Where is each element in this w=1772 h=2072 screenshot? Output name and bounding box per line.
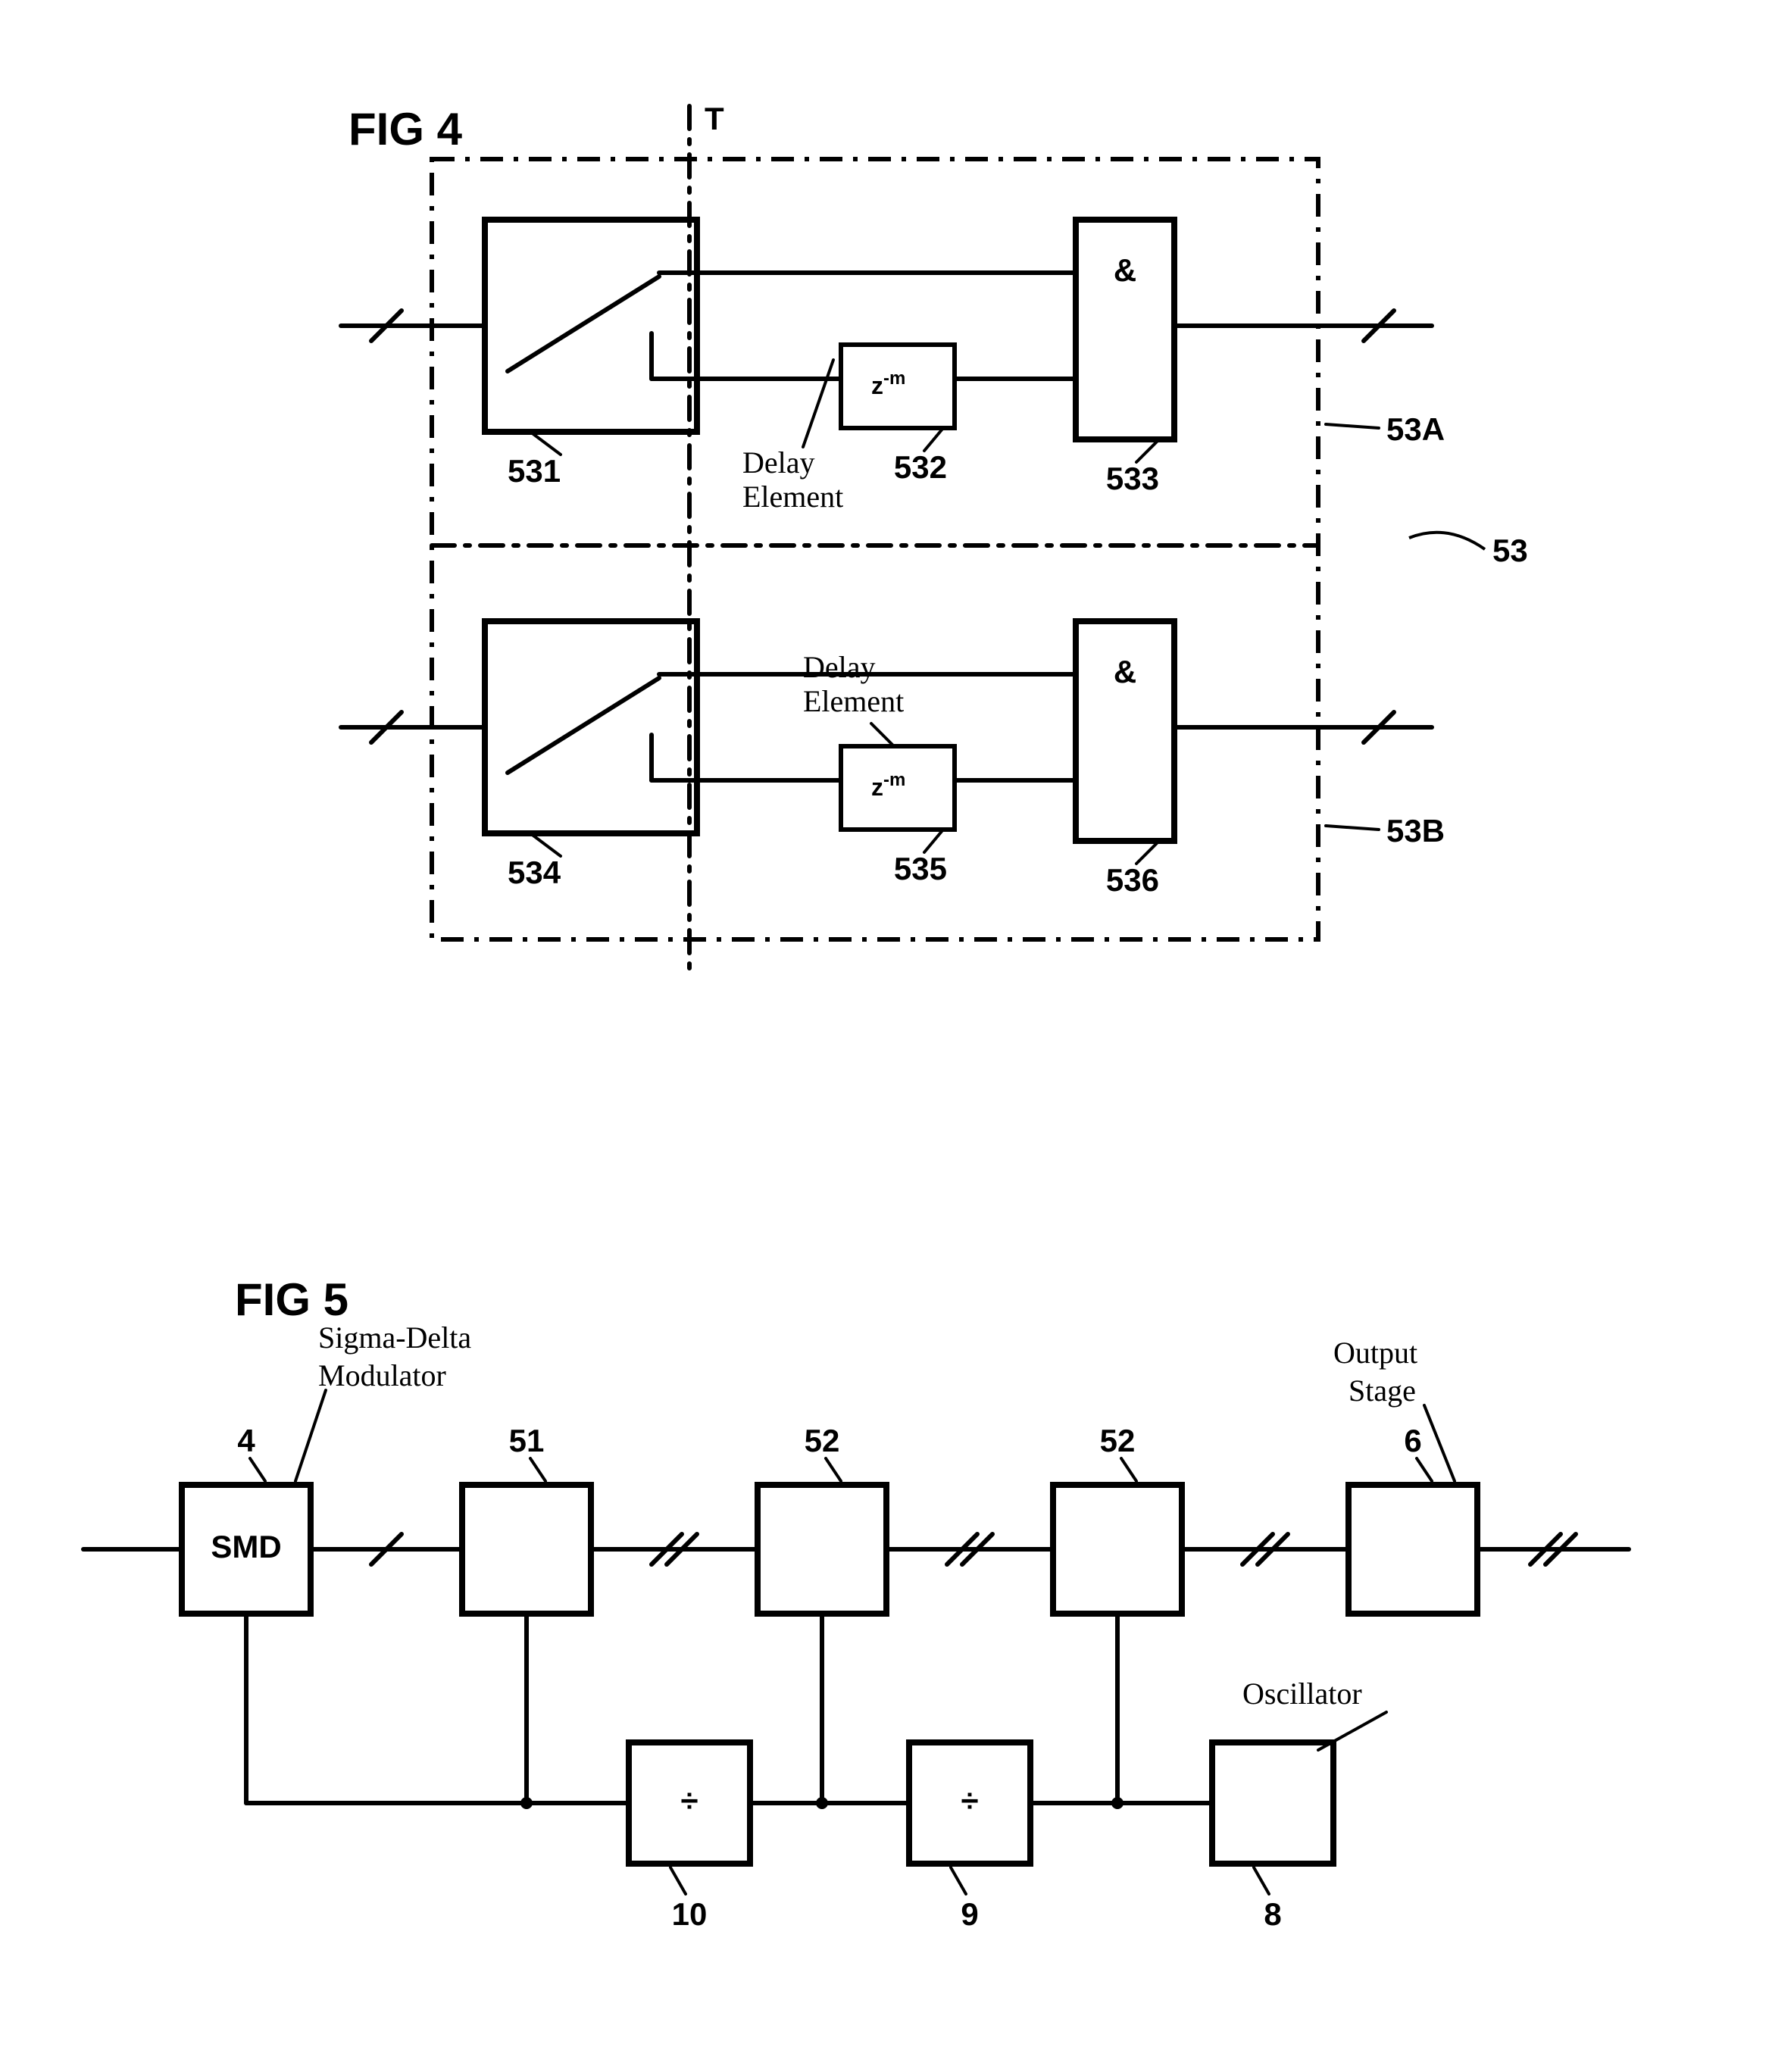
fig4-title: FIG 4	[348, 104, 463, 155]
fig4-outer-box	[432, 159, 1318, 939]
svg-text:&: &	[1114, 654, 1136, 689]
fig5-block-osc8	[1212, 1742, 1333, 1864]
svg-text:Output: Output	[1333, 1336, 1417, 1370]
svg-text:52: 52	[1100, 1423, 1136, 1458]
svg-text:4: 4	[237, 1423, 255, 1458]
svg-text:6: 6	[1404, 1423, 1421, 1458]
svg-text:531: 531	[508, 453, 561, 489]
svg-text:8: 8	[1264, 1896, 1281, 1932]
svg-text:Delay: Delay	[803, 650, 876, 684]
fig4-sub-53A: 531 & 533 z-m 532 DelayElement 53A	[341, 220, 1445, 514]
fig5-block-b6	[1349, 1485, 1477, 1614]
svg-text:&: &	[1114, 252, 1136, 288]
fig4-sub-53B: 534 & 536 z-m 535 DelayElement 53B	[341, 621, 1445, 898]
fig5-block-b52b	[1053, 1485, 1182, 1614]
fig4-sub-53A-switch	[485, 220, 697, 432]
svg-text:Delay: Delay	[742, 445, 815, 480]
svg-text:52: 52	[805, 1423, 840, 1458]
svg-text:Oscillator: Oscillator	[1242, 1677, 1362, 1711]
svg-text:534: 534	[508, 855, 561, 890]
svg-text:Stage: Stage	[1349, 1374, 1416, 1408]
fig4-sub-53B-switch	[485, 621, 697, 833]
svg-text:536: 536	[1106, 862, 1159, 898]
svg-text:532: 532	[894, 449, 947, 485]
svg-text:533: 533	[1106, 461, 1159, 496]
svg-text:Element: Element	[803, 684, 904, 718]
svg-text:53A: 53A	[1386, 411, 1445, 447]
svg-text:T: T	[705, 101, 724, 136]
svg-text:z-m: z-m	[871, 770, 905, 802]
svg-text:535: 535	[894, 851, 947, 886]
svg-text:Element: Element	[742, 480, 843, 514]
fig5-block-b52a	[758, 1485, 886, 1614]
svg-text:51: 51	[509, 1423, 545, 1458]
fig5: FIG 5 SMD 4 51 52 52 6 ÷ 10 ÷ 9 8 Sigma-DeltaModulat…	[83, 1274, 1629, 1932]
svg-text:9: 9	[961, 1896, 978, 1932]
svg-text:Sigma-Delta: Sigma-Delta	[318, 1320, 471, 1355]
fig4: FIG 4T531&533z-m532DelayElement53A534&53…	[341, 101, 1528, 970]
svg-text:÷: ÷	[961, 1783, 978, 1818]
fig5-block-b51	[462, 1485, 591, 1614]
svg-text:÷: ÷	[680, 1783, 698, 1818]
svg-text:Modulator: Modulator	[318, 1358, 446, 1392]
svg-text:10: 10	[672, 1896, 708, 1932]
fig4-group-ref: 53	[1492, 533, 1528, 568]
svg-text:z-m: z-m	[871, 368, 905, 400]
svg-text:SMD: SMD	[211, 1529, 281, 1564]
fig5-title: FIG 5	[235, 1274, 348, 1325]
svg-text:53B: 53B	[1386, 813, 1445, 848]
